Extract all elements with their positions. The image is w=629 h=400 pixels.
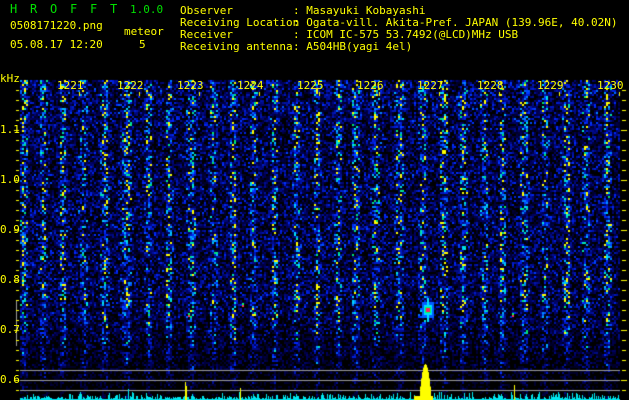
- x-tick-label: 1226: [357, 79, 384, 92]
- x-tick-label: 1230: [597, 79, 624, 92]
- x-tick-label: 1225: [297, 79, 324, 92]
- y-tick-label: 0.9: [0, 223, 20, 236]
- x-tick-label: 1221: [57, 79, 84, 92]
- x-tick-label: 1222: [117, 79, 144, 92]
- logo-letter: F: [70, 2, 78, 16]
- info-label-location: Receiving Location: [180, 16, 300, 29]
- logo-letter: R: [30, 2, 38, 16]
- y-tick-label: 1.1: [0, 123, 20, 136]
- datetime: 05.08.17 12:20: [10, 38, 103, 51]
- meteor-label: meteor: [124, 25, 164, 38]
- y-tick-label: 0.7: [0, 323, 20, 336]
- info-value-antenna: : A504HB(yagi 4el): [293, 40, 413, 53]
- y-axis-unit: kHz: [0, 72, 20, 85]
- info-value-receiver: : ICOM IC-575 53.7492(@LCD)MHz USB: [293, 28, 519, 41]
- filename: 0508171220.png: [10, 19, 103, 32]
- app-logo: H R O F F T 1.0.0: [10, 2, 163, 16]
- x-tick-label: 1223: [177, 79, 204, 92]
- logo-letter: F: [90, 2, 98, 16]
- y-tick-label: 0.6: [0, 373, 20, 386]
- x-tick-label: 1224: [237, 79, 264, 92]
- info-label-receiver: Receiver: [180, 28, 233, 41]
- y-tick-label: 0.8: [0, 273, 20, 286]
- y-tick-label: 1.0: [0, 173, 20, 186]
- app-version: 1.0.0: [130, 3, 164, 16]
- x-tick-label: 1229: [537, 79, 564, 92]
- logo-letter: O: [50, 2, 58, 16]
- info-value-location: : Ogata-vill. Akita-Pref. JAPAN (139.96E…: [293, 16, 618, 29]
- x-tick-label: 1227: [417, 79, 444, 92]
- info-label-antenna: Receiving antenna: [180, 40, 293, 53]
- info-value-observer: : Masayuki Kobayashi: [293, 4, 426, 17]
- info-label-observer: Observer: [180, 4, 233, 17]
- x-tick-label: 1228: [477, 79, 504, 92]
- logo-letter: H: [10, 2, 18, 16]
- meteor-count: 5: [139, 38, 146, 51]
- logo-letter: T: [110, 2, 118, 16]
